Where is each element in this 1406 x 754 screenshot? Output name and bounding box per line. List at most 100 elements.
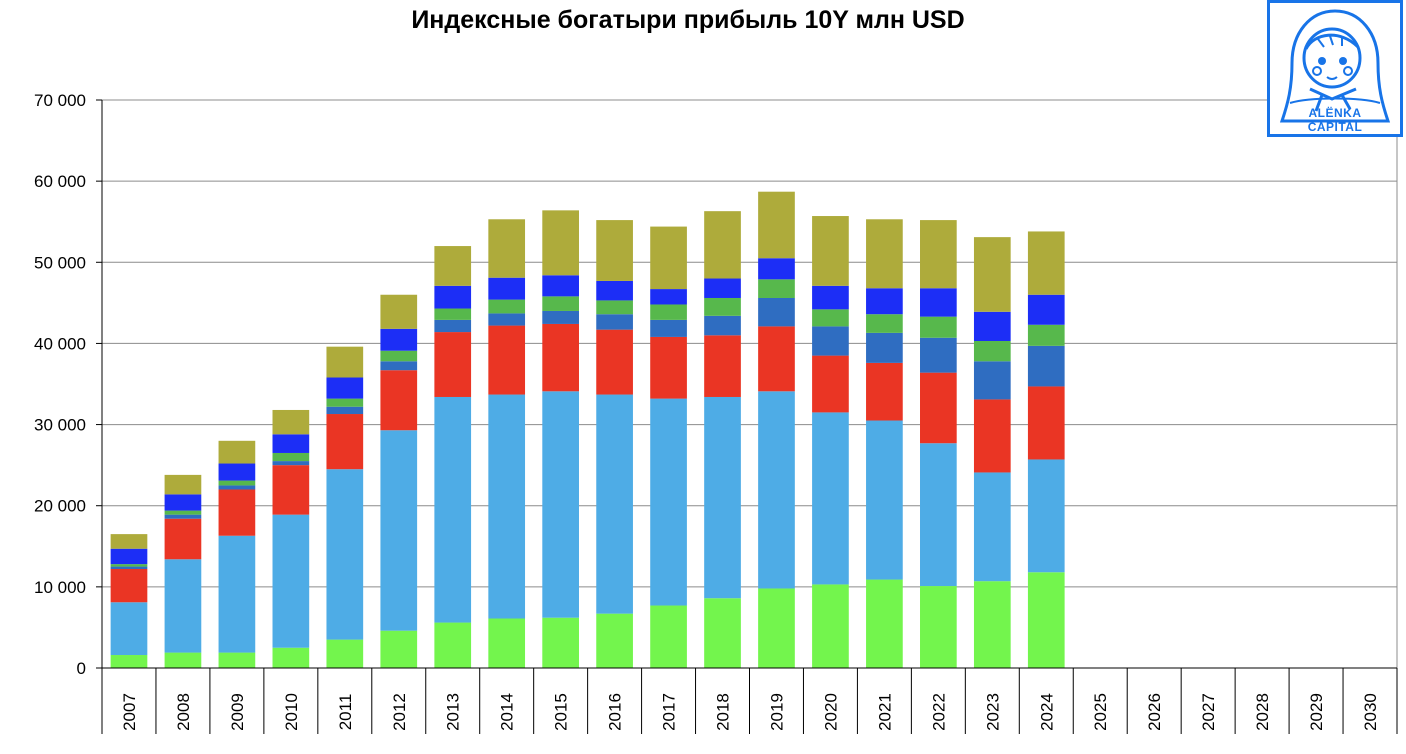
bar-segment-series4-2012 — [380, 361, 418, 371]
bar-segment-series7-2010 — [272, 409, 310, 435]
bar-segment-series5-2020 — [812, 309, 849, 327]
bar-segment-series2-2014 — [488, 394, 526, 619]
bar-segment-series7-2011 — [326, 346, 364, 378]
bar-segment-series7-2014 — [488, 219, 526, 278]
bar-segment-series6-2009 — [218, 463, 256, 481]
bar-segment-series4-2009 — [218, 485, 256, 490]
bar-segment-series6-2020 — [812, 285, 849, 310]
bar-segment-series4-2024 — [1027, 345, 1065, 387]
bar-segment-series5-2023 — [973, 340, 1011, 362]
x-tick-label: 2027 — [1199, 693, 1218, 731]
x-tick-label: 2010 — [282, 693, 301, 731]
bar-segment-series6-2015 — [542, 275, 579, 297]
bar-segment-series1-2020 — [812, 584, 849, 668]
bar-segment-series6-2017 — [650, 289, 687, 305]
bar-segment-series5-2022 — [920, 316, 957, 338]
bar-segment-series7-2023 — [973, 237, 1011, 312]
bar-segment-series2-2016 — [596, 394, 633, 614]
bar-segment-series6-2010 — [272, 434, 310, 453]
x-tick-label: 2022 — [929, 693, 948, 731]
grid-lines — [102, 99, 1398, 668]
bar-segment-series2-2021 — [866, 420, 903, 580]
bar-segment-series4-2017 — [650, 319, 687, 337]
bar-segment-series5-2015 — [542, 296, 579, 311]
bar-segment-series6-2022 — [920, 288, 957, 317]
bar-segment-series3-2007 — [110, 569, 148, 603]
bar-segment-series2-2024 — [1027, 459, 1065, 573]
x-tick-label: 2016 — [606, 693, 625, 731]
bar-segment-series1-2015 — [542, 617, 579, 668]
x-tick-label: 2020 — [821, 693, 840, 731]
bar-segment-series3-2023 — [973, 399, 1011, 473]
bar-segment-series2-2012 — [380, 430, 418, 631]
bar-segment-series1-2014 — [488, 618, 526, 668]
bar-segment-series7-2009 — [218, 440, 256, 464]
bar-segment-series3-2011 — [326, 414, 364, 470]
x-tick-label: 2026 — [1145, 693, 1164, 731]
bar-segment-series5-2009 — [218, 480, 256, 486]
bar-segment-series3-2012 — [380, 370, 418, 431]
bar-segment-series4-2010 — [272, 461, 310, 466]
bar-segment-series7-2018 — [704, 211, 741, 279]
bar-segment-series1-2009 — [218, 652, 256, 668]
bar-segment-series3-2018 — [704, 335, 741, 397]
bar-segment-series2-2015 — [542, 391, 579, 618]
bar-segment-series1-2016 — [596, 613, 633, 668]
bar-segment-series1-2021 — [866, 579, 903, 668]
bar-segment-series4-2013 — [434, 319, 472, 333]
x-tick-label: 2023 — [983, 693, 1002, 731]
bar-segment-series5-2016 — [596, 300, 633, 315]
x-tick-label: 2007 — [120, 693, 139, 731]
bar-segment-series3-2014 — [488, 325, 526, 395]
bar-segment-series7-2020 — [812, 216, 849, 286]
bar-segment-series6-2013 — [434, 285, 472, 309]
y-tick-label: 40 000 — [34, 334, 86, 353]
y-tick-label: 70 000 — [34, 91, 86, 110]
x-tick-label: 2024 — [1037, 693, 1056, 731]
x-tick-label: 2009 — [228, 693, 247, 731]
x-tick-label: 2025 — [1091, 693, 1110, 731]
bar-segment-series6-2019 — [758, 258, 795, 280]
y-tick-label: 10 000 — [34, 578, 86, 597]
bar-segment-series3-2015 — [542, 323, 579, 392]
x-tick-label: 2011 — [336, 694, 355, 731]
bar-segment-series2-2023 — [973, 472, 1011, 582]
bar-segment-series1-2012 — [380, 630, 418, 668]
chart-title: Индексные богатыри прибыль 10Y млн USD — [411, 6, 965, 34]
bar-segment-series1-2010 — [272, 647, 310, 668]
bar-segment-series6-2012 — [380, 328, 418, 351]
bars — [110, 191, 1065, 668]
bar-segment-series1-2013 — [434, 622, 472, 668]
bar-segment-series3-2013 — [434, 332, 472, 397]
bar-segment-series1-2022 — [920, 586, 957, 668]
x-tick-label: 2030 — [1361, 693, 1380, 731]
bar-segment-series6-2007 — [110, 548, 148, 565]
bar-segment-series6-2024 — [1027, 294, 1065, 325]
x-tick-label: 2021 — [875, 693, 894, 731]
bar-segment-series1-2008 — [164, 652, 202, 668]
bar-segment-series4-2020 — [812, 326, 849, 356]
x-tick-label: 2019 — [767, 693, 786, 731]
bar-segment-series6-2023 — [973, 311, 1011, 341]
bar-segment-series5-2012 — [380, 350, 418, 362]
bar-segment-series7-2016 — [596, 220, 633, 281]
bar-segment-series4-2019 — [758, 297, 795, 327]
bar-segment-series1-2007 — [110, 655, 148, 668]
bar-segment-series2-2007 — [110, 602, 148, 656]
y-tick-label: 60 000 — [34, 172, 86, 191]
bar-segment-series2-2019 — [758, 391, 795, 589]
bar-segment-series6-2021 — [866, 288, 903, 315]
bar-segment-series3-2021 — [866, 362, 903, 421]
bar-segment-series4-2014 — [488, 313, 526, 326]
bar-segment-series2-2009 — [218, 535, 256, 653]
bar-segment-series2-2011 — [326, 469, 364, 640]
x-tick-label: 2015 — [552, 693, 571, 731]
x-tick-label: 2013 — [444, 693, 463, 731]
matryoshka-icon — [1279, 9, 1391, 123]
bar-segment-series7-2013 — [434, 246, 472, 286]
bar-segment-series4-2007 — [110, 566, 148, 570]
bar-segment-series4-2016 — [596, 314, 633, 330]
bar-segment-series2-2008 — [164, 559, 202, 653]
x-tick-label: 2017 — [660, 693, 679, 731]
bar-segment-series3-2009 — [218, 489, 256, 536]
